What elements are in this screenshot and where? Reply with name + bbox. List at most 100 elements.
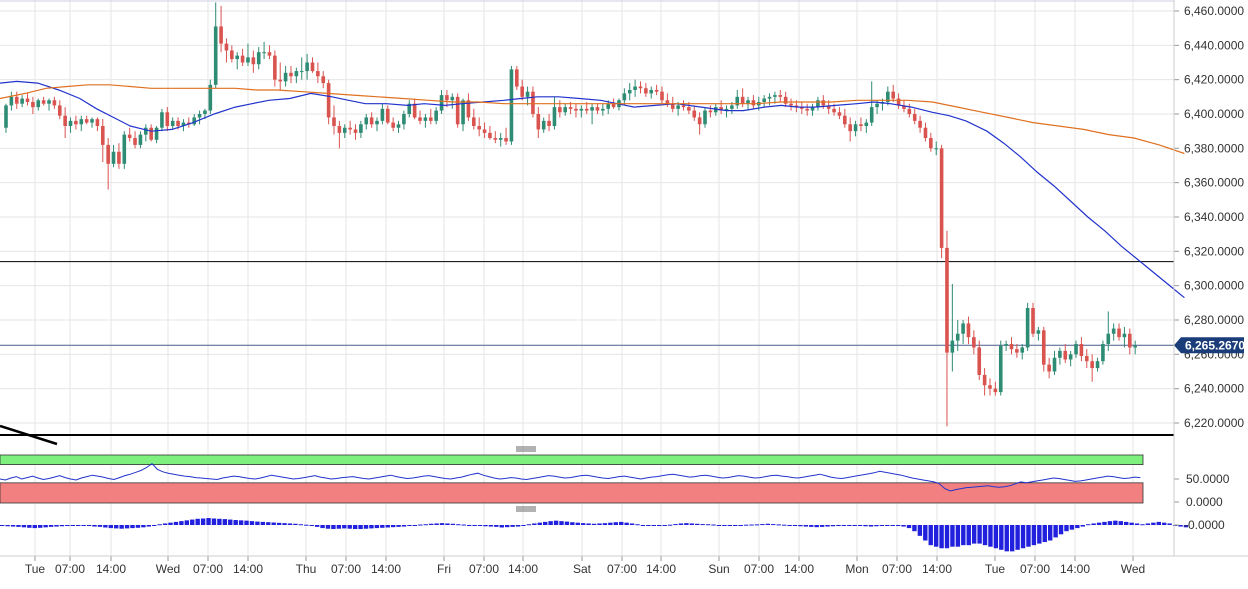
trend-line[interactable] [0, 424, 58, 446]
time-axis-label: Tue [25, 562, 46, 576]
histogram-bar [439, 523, 445, 525]
histogram-bar [570, 522, 575, 525]
histogram-bar [173, 521, 179, 525]
histogram-bar [895, 525, 901, 526]
pane-divider-handle[interactable] [516, 446, 536, 452]
histogram-bar [266, 522, 271, 525]
histogram-bar [988, 525, 993, 547]
histogram-bar [1124, 521, 1129, 525]
histogram-bar [1091, 523, 1096, 525]
histogram-bar [428, 523, 434, 525]
candle-body [144, 127, 148, 135]
histogram-bar [477, 525, 483, 526]
histogram-bar [727, 525, 733, 526]
candle-body [859, 124, 863, 127]
histogram-pane: -0.0000 [0, 518, 1225, 552]
candle-body [950, 340, 955, 353]
pane-divider-handle[interactable] [516, 506, 536, 512]
time-axis-label: 07:00 [607, 562, 637, 576]
histogram-bar [195, 518, 200, 525]
histogram-bar [97, 525, 103, 527]
histogram-bar [581, 523, 586, 525]
candle-body [773, 95, 777, 97]
candle-body [1047, 364, 1051, 372]
candle-body [902, 105, 906, 109]
candle-body [455, 96, 460, 125]
histogram-bar [380, 525, 385, 528]
histogram-bar [635, 524, 640, 526]
histogram-bar [206, 518, 211, 525]
histogram-bar [673, 524, 678, 526]
candle-body [816, 100, 820, 108]
histogram-bar [135, 525, 141, 528]
histogram-bar [390, 525, 396, 528]
candle-body [611, 103, 616, 108]
histogram-bar [293, 523, 298, 525]
histogram-bar [705, 524, 711, 526]
histogram-bar [819, 525, 825, 527]
histogram-bar [374, 525, 380, 529]
histogram-bar [809, 525, 814, 527]
candles [4, 2, 1137, 427]
candle-body [504, 138, 508, 142]
time-axis-label: 07:00 [55, 562, 85, 576]
histogram-bar [304, 524, 309, 526]
histogram-bar [564, 521, 570, 525]
histogram-bar [543, 521, 548, 525]
horizontal-lines [0, 261, 1174, 437]
histogram-bar [276, 522, 282, 525]
candle-body [74, 120, 78, 125]
time-axis-label: 14:00 [96, 562, 126, 576]
time-axis-label: 14:00 [922, 562, 952, 576]
candle-body [165, 112, 170, 127]
candle-body [369, 117, 374, 125]
candle-body [385, 108, 390, 123]
histogram-bar [667, 524, 673, 526]
histogram-bar [906, 525, 912, 529]
histogram-bar [249, 521, 255, 525]
price-axis-label: 6,380.0000 [1184, 141, 1244, 155]
time-axis-label: Thu [296, 562, 317, 576]
candle-body [498, 138, 503, 140]
histogram-bar [955, 525, 961, 547]
histogram-bar [874, 525, 879, 527]
histogram-bar [678, 523, 684, 525]
candle-body [531, 91, 535, 114]
candle-body [912, 114, 917, 121]
histogram-bar [912, 525, 917, 532]
candle-body [471, 117, 476, 127]
candle-body [1068, 354, 1073, 360]
histogram-bar [92, 525, 97, 527]
histogram-bar [504, 525, 510, 528]
candle-body [251, 57, 256, 65]
candle-body [875, 103, 879, 108]
candle-body [853, 124, 858, 132]
histogram-bar [38, 525, 43, 528]
candle-body [923, 127, 928, 139]
candle-body [1074, 344, 1078, 355]
time-axis-label: 14:00 [784, 562, 814, 576]
candle-body [445, 95, 449, 101]
candle-body [434, 110, 438, 121]
candle-body [52, 100, 57, 106]
candle-body [90, 119, 94, 123]
histogram-bar [662, 525, 667, 526]
histogram-bar [885, 525, 890, 526]
histogram-bar [287, 523, 293, 525]
histogram-bar [347, 525, 352, 529]
candle-body [896, 98, 901, 106]
histogram-bar [787, 525, 792, 526]
candle-body [762, 98, 766, 102]
histogram-bar [738, 525, 743, 526]
histogram-bar [27, 525, 32, 528]
candle-body [1020, 347, 1025, 353]
histogram-bar [81, 525, 86, 526]
histogram-bar [86, 525, 92, 526]
histogram-bar [325, 525, 331, 529]
histogram-bar [244, 520, 249, 525]
histogram-bar [640, 525, 646, 526]
candle-body [670, 103, 675, 109]
histogram-bar [10, 525, 16, 527]
